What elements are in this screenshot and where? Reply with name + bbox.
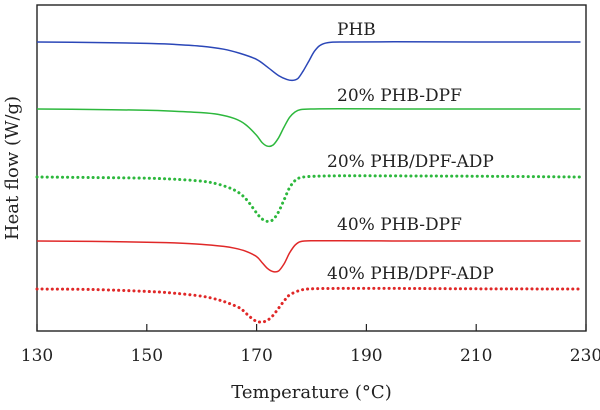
x-tick-label: 230 — [570, 346, 600, 366]
series-label-5: 40% PHB/DPF-ADP — [327, 264, 494, 284]
series-label-2: 20% PHB-DPF — [337, 86, 462, 106]
x-axis-tick-labels: 130 150 170 190 210 230 — [21, 346, 600, 366]
plot-border — [36, 4, 587, 332]
series-line-1 — [36, 41, 581, 82]
series-labels: PHB 20% PHB-DPF 20% PHB/DPF-ADP 40% PHB-DPF… — [327, 20, 494, 284]
x-axis-ticks — [36, 324, 587, 331]
y-axis-title: Heat flow (W/g) — [2, 96, 23, 240]
plot-frame — [36, 4, 587, 332]
series-label-4: 40% PHB-DPF — [337, 215, 462, 235]
series-line-3 — [35, 174, 582, 223]
series-label-3: 20% PHB/DPF-ADP — [327, 152, 494, 172]
series-line-5 — [35, 286, 582, 324]
series-label-1: PHB — [337, 20, 376, 40]
x-tick-label: 210 — [460, 346, 492, 366]
x-tick-label: 130 — [21, 346, 53, 366]
series-line-4 — [36, 239, 581, 273]
x-tick-label: 170 — [240, 346, 272, 366]
series-line-2 — [36, 108, 581, 148]
curves — [35, 41, 582, 324]
x-axis-title: Temperature (°C) — [231, 382, 391, 403]
x-tick-label: 190 — [350, 346, 382, 366]
x-tick-label: 150 — [131, 346, 163, 366]
